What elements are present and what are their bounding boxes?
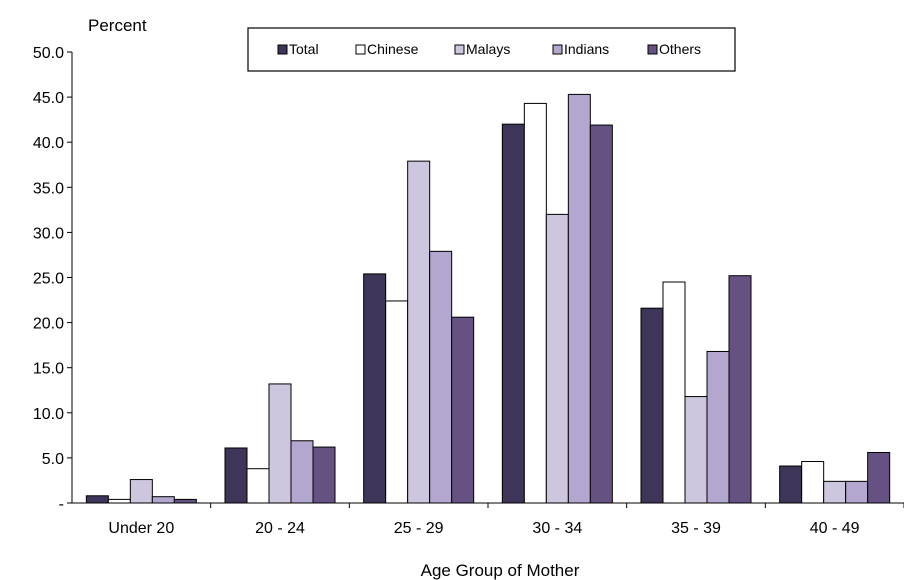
y-tick-label: 15.0 [33,361,64,378]
bar [224,447,248,504]
x-tick-label: 25 - 29 [394,520,444,537]
bar [779,465,803,504]
bar [684,396,708,504]
bar [567,93,591,504]
legend-label: Chinese [367,41,419,57]
legend-swatch [277,44,288,55]
bar [640,307,664,504]
legend-label: Indians [564,41,609,57]
y-tick-label: 25.0 [33,271,64,288]
bar [523,102,547,504]
bar [290,440,314,504]
bar [501,123,525,504]
bar [385,300,409,504]
legend-swatch [355,44,366,55]
x-tick-label: 20 - 24 [255,520,305,537]
y-tick-label: 5.0 [42,451,64,468]
x-axis-title: Age Group of Mother [421,561,580,580]
bar [363,273,387,504]
x-tick-label: Under 20 [108,520,174,537]
bar [312,446,336,504]
bar [451,316,475,504]
bar [407,160,431,504]
bar [545,213,569,504]
legend-swatch [647,44,658,55]
y-tick-label: 35.0 [33,180,64,197]
bar [728,275,752,504]
bar [246,468,270,504]
bar [429,250,453,504]
bar [823,480,847,504]
bar [268,383,292,504]
bar [845,480,869,504]
y-tick-label: - [59,496,64,513]
bar [85,495,109,504]
bar [867,451,891,504]
legend-label: Total [289,41,319,57]
legend-swatch [454,44,465,55]
bar [662,281,686,504]
y-tick-label: 40.0 [33,135,64,152]
x-tick-label: 35 - 39 [671,520,721,537]
legend: Total Chinese Malays Indians Others [247,27,736,72]
legend-label: Malays [466,41,510,57]
bar [129,479,153,504]
x-tick-label: 40 - 49 [810,520,860,537]
bar [107,498,131,504]
y-tick-label: 10.0 [33,406,64,423]
y-tick-label: 50.0 [33,45,64,62]
bar [801,461,825,504]
y-tick-label: 30.0 [33,225,64,242]
x-tick-label: 30 - 34 [532,520,582,537]
bar [589,124,613,504]
y-tick-label: 45.0 [33,90,64,107]
legend-label: Others [659,41,701,57]
legend-swatch [552,44,563,55]
y-tick-label: 20.0 [33,316,64,333]
bar [173,498,197,504]
bar [706,350,730,504]
bar [151,496,175,504]
y-axis-title: Percent [88,16,147,35]
